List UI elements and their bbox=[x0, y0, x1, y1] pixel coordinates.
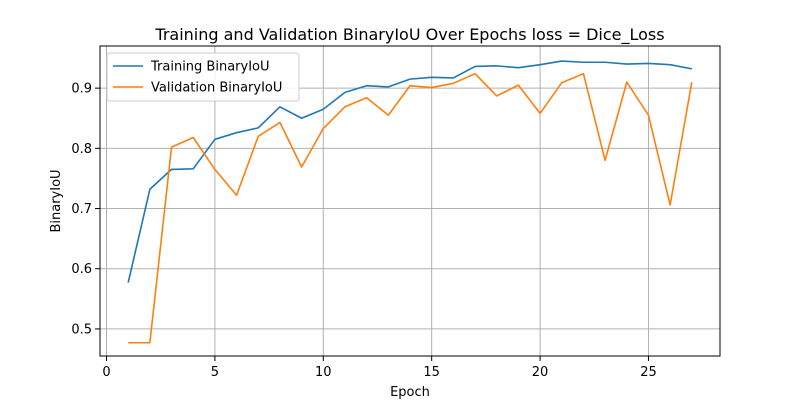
series-layer bbox=[127, 60, 693, 344]
y-tick-label: 0.6 bbox=[71, 262, 92, 277]
x-tick-label: 25 bbox=[640, 365, 657, 380]
x-tick-label: 5 bbox=[211, 365, 219, 380]
y-axis-label: BinaryIoU bbox=[49, 169, 64, 232]
x-tick-label: 0 bbox=[102, 365, 110, 380]
y-tick-label: 0.8 bbox=[71, 142, 92, 157]
legend-box bbox=[106, 52, 300, 102]
legend: Training BinaryIoU Validation BinaryIoU bbox=[106, 52, 300, 102]
x-tick-label: 10 bbox=[315, 365, 332, 380]
series-line-validation bbox=[128, 72, 693, 344]
series-line-training bbox=[127, 60, 692, 283]
y-tick-label: 0.5 bbox=[71, 322, 92, 337]
legend-label: Validation BinaryIoU bbox=[151, 81, 282, 96]
plot-frame bbox=[99, 45, 721, 357]
x-tick-label: 20 bbox=[532, 365, 549, 380]
x-axis-label: Epoch bbox=[390, 385, 430, 400]
y-tick-label: 0.7 bbox=[71, 202, 92, 217]
x-tick-label: 15 bbox=[423, 365, 440, 380]
legend-label: Training BinaryIoU bbox=[150, 60, 270, 75]
chart-title: Training and Validation BinaryIoU Over E… bbox=[154, 25, 664, 45]
ticks: 0 5 10 15 20 25 0.5 0.6 0.7 0.8 0.9 bbox=[71, 82, 656, 380]
y-tick-label: 0.9 bbox=[71, 82, 92, 97]
